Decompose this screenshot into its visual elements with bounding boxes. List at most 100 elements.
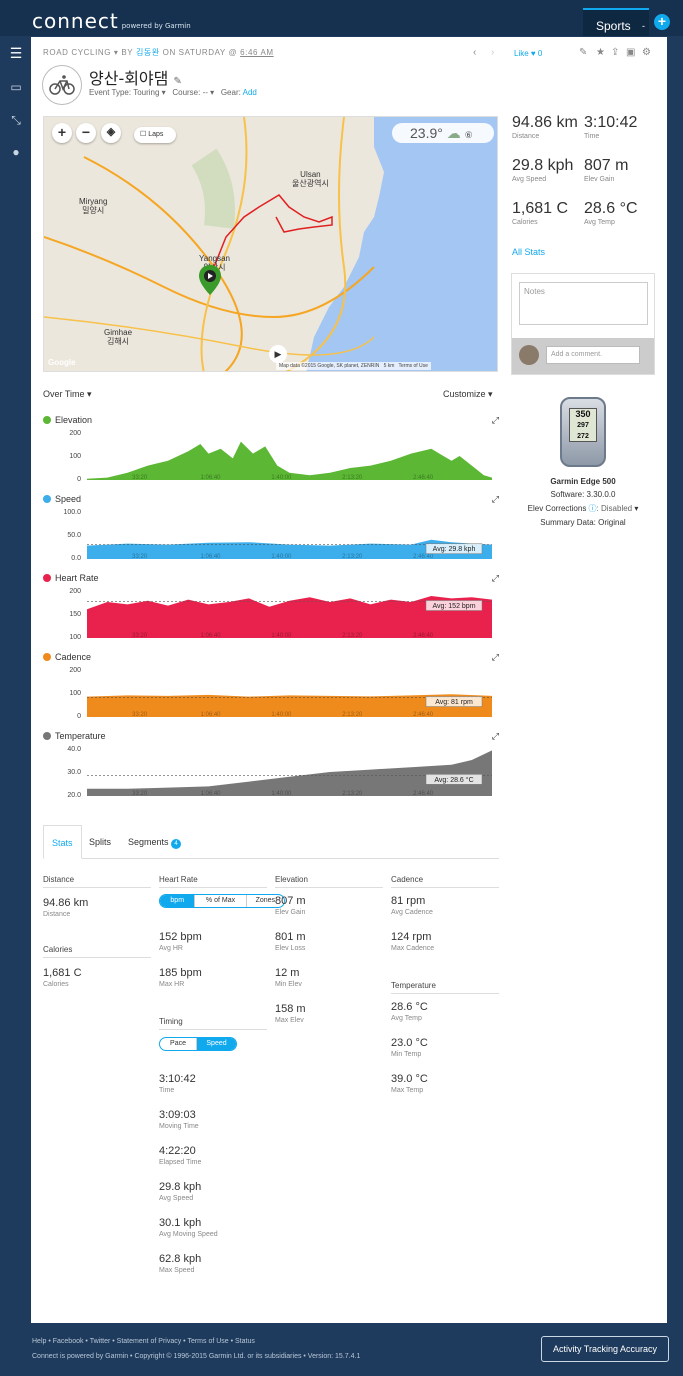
heart-rate-series[interactable] <box>87 596 492 638</box>
expand-icon[interactable]: ⤢ <box>491 415 499 425</box>
x-tick-label: 1:06:40 <box>201 475 222 481</box>
expand-icon[interactable]: ⤢ <box>491 731 499 741</box>
stat-elev-gain: 807 m <box>275 895 306 907</box>
elev-corrections-select[interactable]: : Disabled <box>596 504 633 513</box>
inbox-icon[interactable]: ▭ <box>10 80 22 94</box>
cadence-chart-title[interactable]: Cadence <box>43 652 91 662</box>
elevation-chart-title[interactable]: Elevation <box>43 415 92 425</box>
heart-rate-chart[interactable]: Heart Rate ⤢ 200 150 100 33:20 1:06:40 1:40:00 2… <box>43 573 499 645</box>
lock-icon[interactable]: ▣ <box>626 47 636 58</box>
cadence-series[interactable] <box>87 694 492 717</box>
gear-icon[interactable]: ⚙ <box>642 47 651 58</box>
all-stats-link[interactable]: All Stats <box>512 247 546 257</box>
connect-logo[interactable]: connect powered by Garmin <box>32 9 191 33</box>
temperature-plot[interactable]: 40.0 30.0 20.0 33:20 1:06:40 1:40:00 2:13:20 2:… <box>43 743 495 803</box>
hr-zones-option[interactable]: Zones <box>255 897 276 904</box>
tab-segments[interactable]: Segments 4 <box>120 825 189 859</box>
y-tick-label: 0 <box>77 713 81 720</box>
timing-speed-option[interactable]: Speed <box>197 1038 236 1050</box>
comment-bar: Add a comment. <box>512 338 654 374</box>
y-tick-label: 150 <box>69 611 81 618</box>
avg-label-box <box>425 774 483 785</box>
x-tick-label: 1:06:40 <box>201 633 222 639</box>
hr-units-toggle[interactable]: bpm % of Max Zones <box>159 894 285 908</box>
temperature-chart-title[interactable]: Temperature <box>43 731 106 741</box>
y-tick-label: 200 <box>69 430 81 437</box>
speed-chart-title[interactable]: Speed <box>43 494 81 504</box>
elevation-chart[interactable]: Elevation ⤢ 200 100 0 33:20 1:06:40 1:40:00 2:13… <box>43 415 499 487</box>
menu-icon[interactable]: ☰ <box>9 45 23 61</box>
x-tick-label: 33:20 <box>132 791 148 797</box>
weather-widget[interactable]: 23.9° ☁ ⑥ <box>392 123 494 143</box>
x-tick-label: 33:20 <box>132 712 148 718</box>
next-activity-icon[interactable]: › <box>491 47 495 58</box>
course-select[interactable]: -- <box>202 88 208 97</box>
add-button[interactable]: + <box>654 14 670 30</box>
map-label-ulsan: Ulsan 울산광역시 <box>292 170 329 188</box>
prev-activity-icon[interactable]: ‹ <box>473 47 477 58</box>
y-tick-label: 40.0 <box>67 746 81 753</box>
help-icon[interactable]: ⓘ <box>588 504 597 513</box>
stats-tabs: Stats Splits Segments 4 <box>43 825 499 859</box>
sports-menu-button[interactable]: Sports - <box>583 8 649 36</box>
laps-toggle[interactable]: ☐ Laps <box>134 127 176 143</box>
star-icon[interactable]: ★ <box>596 47 605 58</box>
expand-icon[interactable]: ⤢ <box>491 652 499 662</box>
footer-links[interactable]: Help • Facebook • Twitter • Statement of… <box>32 1338 255 1345</box>
y-tick-label: 100.0 <box>63 509 81 516</box>
activity-tracking-accuracy-button[interactable]: Activity Tracking Accuracy <box>541 1336 669 1362</box>
connections-icon[interactable]: ⤡ <box>11 113 21 127</box>
stat-avg-moving-speed: 30.1 kph <box>159 1217 202 1229</box>
cadence-plot[interactable]: 200 100 0 33:20 1:06:40 1:40:00 2:13:20 2:46:40… <box>43 664 495 724</box>
edit-icon[interactable]: ✎ <box>579 47 588 58</box>
heart-rate-chart-title[interactable]: Heart Rate <box>43 573 99 583</box>
map-terms-link[interactable]: Terms of Use <box>398 363 428 369</box>
user-link[interactable]: 김동완 <box>135 48 160 57</box>
speed-chart[interactable]: Speed ⤢ 100.0 50.0 0.0 33:20 1:06:40 1:40:00 2:1… <box>43 494 499 566</box>
heart-icon: ♥ <box>530 49 536 58</box>
timing-pace-option[interactable]: Pace <box>160 1038 198 1050</box>
expand-icon[interactable]: ⤢ <box>491 573 499 583</box>
add-gear-link[interactable]: Add <box>242 88 257 97</box>
hr-bpm-option[interactable]: bpm <box>160 895 196 907</box>
speed-plot[interactable]: 100.0 50.0 0.0 33:20 1:06:40 1:40:00 2:13:20 2:… <box>43 506 495 566</box>
cadence-chart[interactable]: Cadence ⤢ 200 100 0 33:20 1:06:40 1:40:00 2:13:2… <box>43 652 499 724</box>
event-type-select[interactable]: Touring <box>133 88 160 97</box>
share-icon[interactable]: ⇪ <box>611 47 620 58</box>
hr-percent-option[interactable]: % of Max <box>195 895 247 907</box>
tab-splits[interactable]: Splits <box>89 837 112 847</box>
activity-breadcrumb: ROAD CYCLING ▾ BY 김동완 ON SATURDAY @ 6:46… <box>43 48 274 57</box>
elevation-plot[interactable]: 200 100 0 33:20 1:06:40 1:40:00 2:13:20 2:46:40 <box>43 427 495 487</box>
temperature-series[interactable] <box>87 750 492 796</box>
pencil-icon[interactable]: ✎ <box>173 76 182 87</box>
user-icon[interactable]: ● <box>12 145 20 159</box>
tab-stats[interactable]: Stats <box>43 825 82 859</box>
customize-select[interactable]: Customize ▾ <box>443 389 493 399</box>
heart-rate-plot[interactable]: 200 150 100 33:20 1:06:40 1:40:00 2:13:20 2:46:… <box>43 585 495 645</box>
over-time-select[interactable]: Over Time ▾ <box>43 389 92 399</box>
activity-title[interactable]: 양산-회야댐 ✎ <box>89 69 182 88</box>
zoom-out-button[interactable]: − <box>76 123 96 143</box>
zoom-in-button[interactable]: + <box>52 123 72 143</box>
stat-max-temp: 39.0 °C <box>391 1073 428 1085</box>
expand-icon[interactable]: ⤢ <box>491 494 499 504</box>
stats-col-1: Distance 94.86 km Distance Calories 1,681… <box>43 875 151 988</box>
temperature-chart[interactable]: Temperature ⤢ 40.0 30.0 20.0 33:20 1:06:40 1:40… <box>43 731 499 803</box>
x-tick-label: 1:40:00 <box>271 475 292 481</box>
route-map[interactable]: + − ◈ ☐ Laps 23.9° ☁ ⑥ Ulsan 울산광역시 Mirya… <box>43 116 498 372</box>
comment-input[interactable]: Add a comment. <box>546 346 640 364</box>
elevation-series[interactable] <box>87 441 492 480</box>
activity-time[interactable]: 6:46 AM <box>240 48 274 57</box>
layers-icon[interactable]: ◈ <box>101 123 121 143</box>
device-image: 350 297 272 <box>560 397 606 467</box>
start-marker[interactable] <box>199 265 221 295</box>
play-route-button[interactable]: ▶ <box>269 345 287 363</box>
sports-label: Sports <box>596 19 631 33</box>
x-tick-label: 33:20 <box>132 554 148 560</box>
notes-field[interactable]: Notes <box>519 282 648 325</box>
avg-label-box <box>425 600 483 611</box>
timing-units-toggle[interactable]: Pace Speed <box>159 1037 237 1051</box>
x-tick-label: 2:46:40 <box>413 633 434 639</box>
x-tick-label: 2:13:20 <box>342 633 363 639</box>
like-button[interactable]: Like ♥ 0 <box>514 49 543 58</box>
